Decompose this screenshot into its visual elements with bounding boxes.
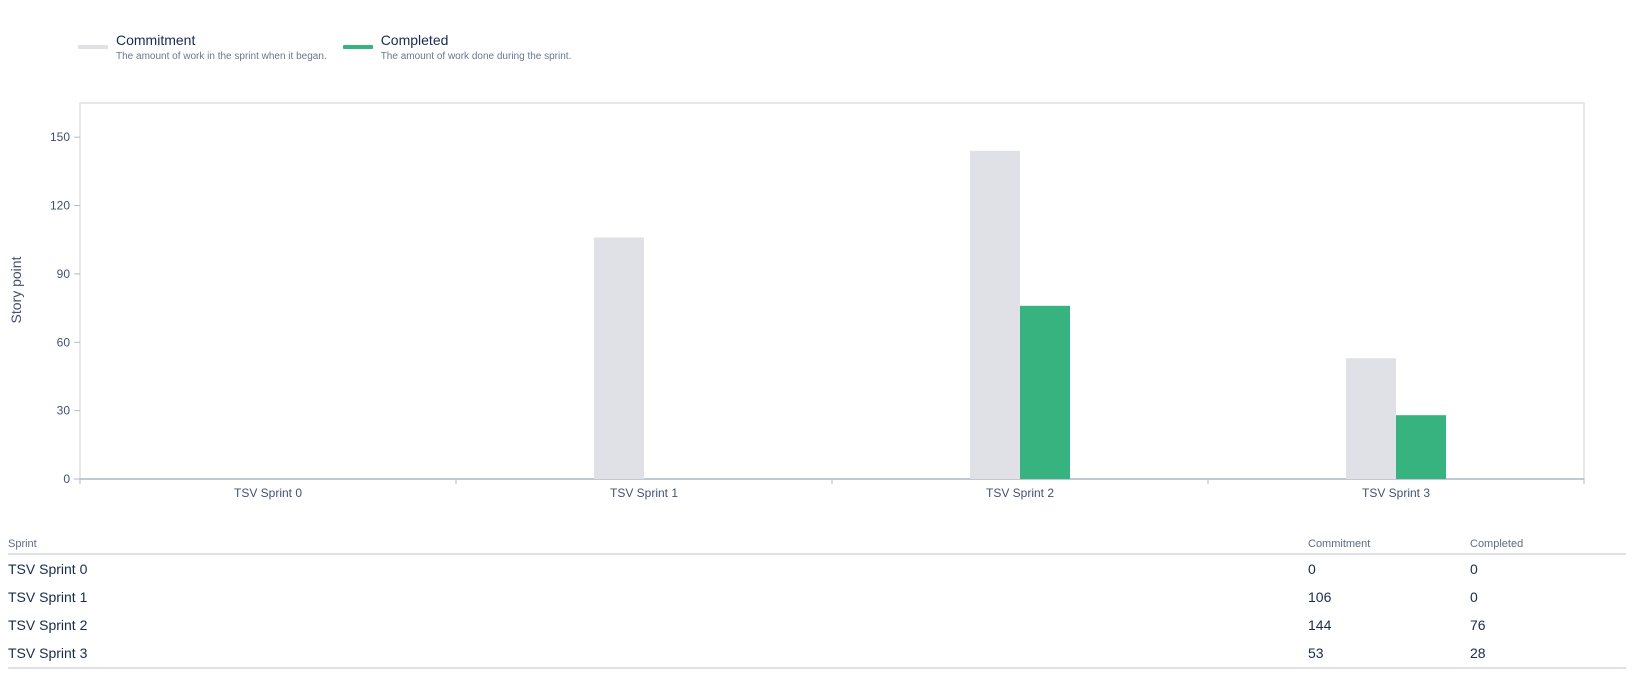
header-sprint[interactable]: Sprint xyxy=(8,536,1308,555)
cell-commitment: 0 xyxy=(1308,561,1316,577)
y-tick-label: 0 xyxy=(63,472,70,486)
cell-sprint: TSV Sprint 0 xyxy=(8,561,88,577)
cell-completed: 0 xyxy=(1470,561,1478,577)
legend-label-completed: Completed xyxy=(380,32,449,48)
cell-completed: 76 xyxy=(1470,617,1486,633)
sprint-table-container: Sprint Commitment Completed TSV Sprint 0… xyxy=(8,536,1626,669)
y-tick-label: 30 xyxy=(57,404,71,418)
legend-item-commitment[interactable]: Commitment The amount of work in the spr… xyxy=(78,30,327,64)
chart-legend: Commitment The amount of work in the spr… xyxy=(78,30,587,64)
bar-chart: 0 30 60 90 120 150 TSV Sprint 0 TSV Sprint 1 TS… xyxy=(8,102,1585,500)
bar-commitment xyxy=(970,150,1020,479)
y-tick-label: 90 xyxy=(57,267,71,281)
cell-sprint: TSV Sprint 2 xyxy=(8,617,88,633)
cell-commitment: 53 xyxy=(1308,639,1470,669)
table-row: TSV Sprint 3 53 28 xyxy=(8,639,1626,669)
y-tick-label: 120 xyxy=(50,199,70,213)
y-tick-label: 150 xyxy=(50,130,70,144)
cell-completed: 0 xyxy=(1470,589,1478,605)
table-row: TSV Sprint 1 106 0 xyxy=(8,583,1626,611)
y-tick-label: 60 xyxy=(57,335,71,349)
cell-sprint: TSV Sprint 1 xyxy=(8,589,88,605)
bar-commitment xyxy=(1346,358,1396,479)
cell-completed: 28 xyxy=(1470,639,1626,669)
y-axis-label: Story point xyxy=(8,256,24,323)
cell-commitment: 106 xyxy=(1308,589,1332,605)
bar-completed xyxy=(1020,305,1070,479)
legend-description-commitment: The amount of work in the sprint when it… xyxy=(116,51,327,62)
x-tick-label: TSV Sprint 0 xyxy=(234,486,302,500)
legend-swatch-commitment xyxy=(78,45,108,49)
legend-description-completed: The amount of work done during the sprin… xyxy=(380,51,572,62)
legend-swatch-completed xyxy=(342,45,373,49)
table-row: TSV Sprint 0 0 0 xyxy=(8,554,1626,583)
header-commitment[interactable]: Commitment xyxy=(1308,536,1470,555)
legend-label-commitment: Commitment xyxy=(116,32,196,48)
bar-commitment xyxy=(594,237,644,479)
sprint-table: Sprint Commitment Completed TSV Sprint 0… xyxy=(8,536,1626,669)
legend-item-completed[interactable]: Completed The amount of work done during… xyxy=(342,30,572,64)
header-completed[interactable]: Completed xyxy=(1470,536,1626,555)
table-row: TSV Sprint 2 144 76 xyxy=(8,611,1626,639)
cell-commitment: 144 xyxy=(1308,617,1332,633)
x-tick-label: TSV Sprint 3 xyxy=(1362,486,1430,500)
x-tick-label: TSV Sprint 2 xyxy=(986,486,1054,500)
bar-completed xyxy=(1396,415,1446,479)
cell-sprint: TSV Sprint 3 xyxy=(8,639,1308,669)
x-tick-label: TSV Sprint 1 xyxy=(610,486,678,500)
table-header-row: Sprint Commitment Completed xyxy=(8,536,1626,555)
